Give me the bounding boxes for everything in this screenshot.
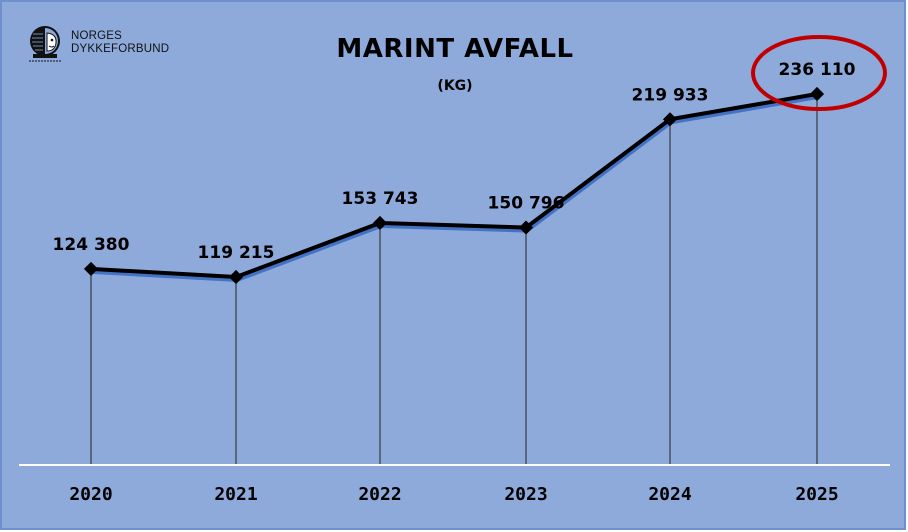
x-axis-labels: 2020 2021 2022 2023 2024 2025	[69, 484, 838, 505]
x-tick-label: 2025	[795, 484, 838, 505]
logo: NORGES DYKKEFORBUND	[27, 24, 169, 62]
diamond-marker	[518, 220, 534, 235]
data-label: 219 933	[632, 85, 709, 105]
logo-line-1: NORGES	[71, 30, 123, 42]
x-tick-label: 2020	[69, 484, 112, 505]
chart-title: MARINT AVFALL	[336, 34, 574, 64]
diamond-marker	[372, 215, 388, 231]
data-label: 150 796	[488, 194, 565, 214]
x-tick-label: 2024	[648, 484, 692, 505]
x-tick-label: 2023	[504, 484, 547, 505]
drop-lines	[90, 94, 818, 465]
logo-line-2: DYKKEFORBUND	[71, 43, 170, 55]
diamond-marker	[228, 269, 244, 285]
data-label: 153 743	[342, 189, 419, 209]
diamond-marker	[809, 86, 825, 102]
data-markers	[83, 86, 825, 285]
data-label: 124 380	[53, 235, 130, 255]
series-line-shadow	[91, 95, 819, 283]
diamond-marker	[83, 261, 99, 276]
data-label: 236 110	[779, 60, 856, 80]
data-label: 119 215	[198, 243, 275, 263]
x-tick-label: 2022	[358, 484, 401, 505]
diamond-marker	[662, 112, 678, 127]
chart-subtitle: (KG)	[437, 78, 473, 94]
series-line	[90, 92, 818, 280]
diver-helmet-icon	[29, 26, 61, 62]
x-tick-label: 2021	[214, 484, 257, 505]
data-labels: 124 380 119 215 153 743 150 796 219 933 236 1…	[53, 60, 856, 263]
highlight-ellipse	[751, 35, 887, 111]
